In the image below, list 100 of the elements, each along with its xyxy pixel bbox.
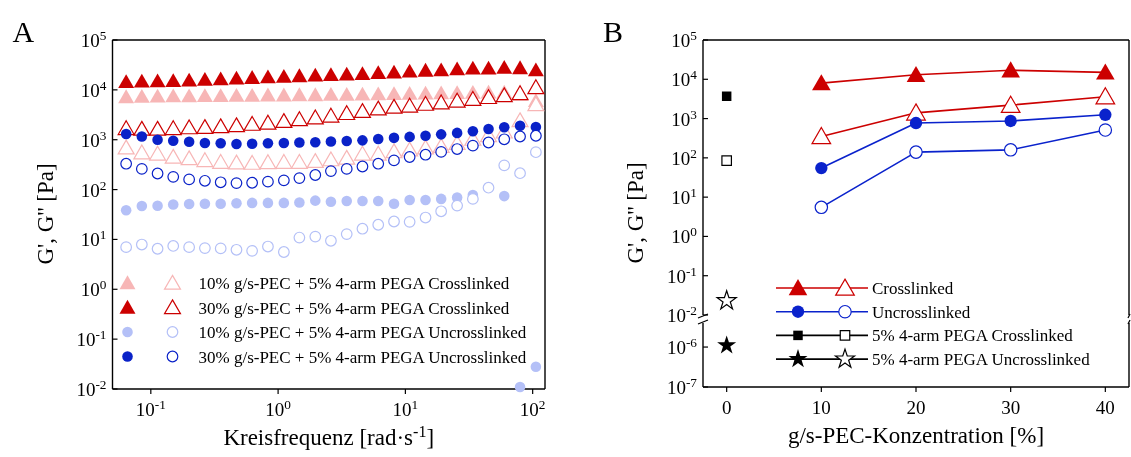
point [214, 242, 227, 255]
point [527, 79, 545, 95]
point [196, 119, 214, 134]
point [278, 197, 290, 209]
point [259, 87, 276, 102]
point [136, 131, 148, 142]
x-axis-title: g/s-PEC-Konzentration [%] [787, 423, 1045, 448]
point [231, 198, 242, 209]
point [354, 66, 371, 80]
point [811, 126, 832, 145]
point [275, 112, 293, 128]
point [420, 194, 431, 206]
point [165, 88, 182, 103]
point [464, 90, 482, 106]
point [180, 150, 198, 166]
point [814, 200, 829, 215]
y-tick-label: 10$^{-2}$ [76, 376, 107, 400]
y-tick-label: 10$^{4}$ [671, 66, 698, 91]
point [152, 200, 163, 211]
point [262, 197, 274, 209]
y-tick-label: 10$^{-2}$ [666, 302, 697, 326]
legend-label: 5% 4-arm PEGA Uncrosslinked [872, 350, 1091, 370]
point [152, 134, 163, 145]
point [278, 137, 290, 149]
point [403, 151, 416, 163]
x-tick-label: 10 [811, 397, 831, 418]
point [133, 89, 150, 103]
point [372, 157, 385, 170]
point [338, 87, 355, 101]
point [322, 107, 340, 123]
point [135, 163, 148, 175]
point [338, 149, 356, 165]
y-tick-label: 10$^{-6}$ [666, 334, 698, 359]
point [370, 86, 387, 101]
point [403, 215, 416, 228]
point [529, 146, 542, 159]
point [167, 199, 179, 210]
y-tick-label: 10$^{1}$ [671, 184, 697, 209]
point [812, 74, 831, 91]
point [356, 160, 369, 173]
x-tick-label: 10$^{1}$ [392, 396, 419, 420]
y-axis-title: G', G'' [Pa] [32, 163, 58, 265]
point [291, 87, 308, 102]
point [353, 102, 372, 118]
point [449, 61, 466, 76]
point [183, 198, 195, 210]
point [721, 155, 733, 166]
point [120, 157, 133, 170]
point [277, 246, 290, 258]
point [307, 87, 324, 102]
point [340, 163, 353, 175]
point [372, 133, 384, 145]
point [291, 68, 308, 83]
point [322, 87, 339, 101]
point [164, 120, 182, 136]
point [420, 130, 431, 142]
x-tick-label: 30 [1001, 397, 1021, 418]
point [483, 123, 494, 135]
point [196, 88, 213, 102]
point [230, 243, 243, 256]
x-tick-label: 10$^{-1}$ [135, 396, 166, 420]
point [262, 175, 274, 188]
point [181, 72, 198, 87]
point [215, 198, 226, 210]
point [310, 195, 321, 206]
point [181, 88, 198, 103]
point [275, 87, 292, 102]
point [498, 121, 510, 133]
point [215, 137, 226, 149]
point [167, 170, 180, 183]
x-axis-title: Kreisfrequenz [rad·s$^{-1}$] [223, 422, 435, 450]
point [151, 242, 164, 255]
point [721, 91, 732, 101]
point [815, 161, 828, 175]
y-tick-label: 10$^{-7}$ [666, 374, 698, 398]
point [246, 138, 258, 150]
legend-label: 5% 4-arm PEGA Crosslinked [872, 326, 1074, 346]
point [435, 129, 447, 140]
point [164, 148, 182, 164]
point [433, 62, 450, 77]
y-tick-label: 10$^{2}$ [671, 145, 697, 169]
x-tick-label: 10$^{0}$ [265, 396, 292, 420]
point [401, 86, 418, 100]
point [294, 197, 305, 208]
point [370, 65, 387, 79]
point [117, 139, 135, 155]
legend-label: 10% g/s-PEC + 5% 4-arm PEGA Crosslinked [198, 274, 510, 293]
point [244, 87, 261, 102]
point [294, 137, 305, 148]
point [322, 151, 340, 167]
y-tick-label: 10$^{3}$ [80, 127, 107, 151]
point [356, 222, 369, 235]
point [183, 241, 196, 254]
point [385, 98, 403, 114]
point [214, 176, 227, 189]
point [496, 59, 513, 74]
point [1096, 63, 1115, 80]
point [1003, 143, 1018, 157]
point [199, 174, 211, 187]
point [307, 67, 324, 82]
